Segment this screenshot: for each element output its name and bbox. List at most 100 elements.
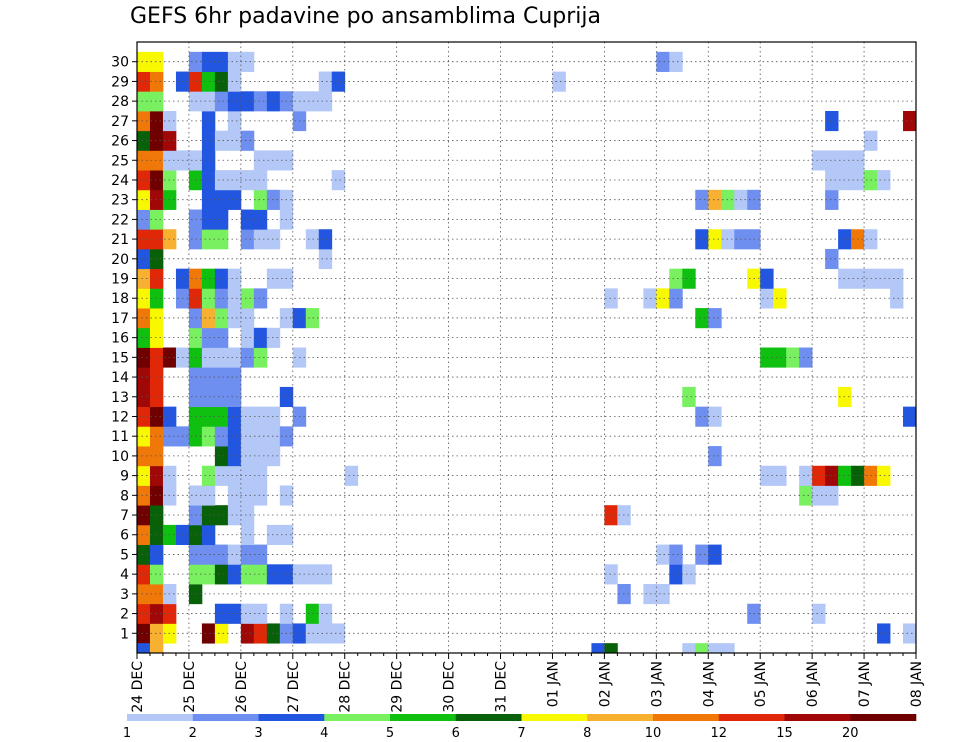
heatmap-cell [201, 524, 216, 545]
x-tick-label: 07 JAN [857, 661, 873, 707]
heatmap-cell [240, 327, 255, 348]
heatmap-cell [201, 130, 216, 151]
legend-swatch [455, 714, 522, 721]
heatmap-cell [214, 91, 229, 112]
heatmap-cell [201, 91, 216, 112]
heatmap-cell [201, 189, 216, 210]
heatmap-cell [149, 446, 164, 467]
heatmap-cell [240, 446, 255, 467]
heatmap-cell [137, 367, 151, 388]
heatmap-cell [214, 623, 229, 644]
heatmap-cell [708, 544, 722, 565]
heatmap-cell [305, 564, 320, 585]
heatmap-cell [669, 564, 683, 585]
heatmap-cell [201, 71, 216, 92]
heatmap-cell [695, 308, 709, 329]
heatmap-cell [682, 268, 696, 289]
heatmap-cell [201, 327, 216, 348]
grid-layer [137, 42, 916, 653]
heatmap-cell [331, 623, 346, 644]
heatmap-cell [214, 209, 229, 230]
heatmap-cell [137, 51, 151, 72]
y-tick-label: 24 [111, 173, 129, 189]
y-tick-label: 4 [120, 567, 129, 583]
y-tick-label: 30 [111, 55, 129, 71]
heatmap-cell [137, 564, 151, 585]
heatmap-cell [266, 189, 281, 210]
heatmap-cell [214, 189, 229, 210]
y-tick-label: 16 [111, 331, 129, 347]
legend-label: 20 [842, 726, 859, 741]
heatmap-cell [656, 51, 670, 72]
heatmap-cell [240, 524, 255, 545]
heatmap-cell [253, 189, 268, 210]
legend-label: 15 [776, 726, 793, 741]
heatmap-cell [825, 150, 839, 171]
heatmap-cell [877, 465, 891, 486]
heatmap-cell [318, 229, 333, 250]
x-tick-label: 29 DEC [390, 661, 406, 713]
heatmap-cell [137, 189, 151, 210]
heatmap-cell [214, 505, 229, 526]
heatmap-cell [240, 308, 255, 329]
heatmap-cell [656, 544, 670, 565]
y-tick-label: 17 [111, 311, 129, 327]
heatmap-cell [227, 564, 242, 585]
heatmap-cell [149, 406, 164, 427]
x-tick-label: 05 JAN [753, 661, 769, 707]
heatmap-cell [760, 347, 774, 368]
heatmap-cell [825, 110, 839, 132]
heatmap-cell [137, 426, 151, 447]
heatmap-cell [201, 51, 216, 72]
y-tick-label: 2 [120, 607, 129, 623]
heatmap-cell [695, 406, 709, 427]
heatmap-cell [137, 524, 151, 545]
chart-title: GEFS 6hr padavine po ansamblima Cuprija [130, 4, 601, 29]
heatmap-cell [240, 170, 255, 191]
heatmap-cell [201, 564, 216, 585]
heatmap-cell [201, 150, 216, 171]
heatmap-cell [708, 229, 722, 250]
heatmap-cell [214, 327, 229, 348]
heatmap-cell [227, 446, 242, 467]
heatmap-cell [253, 327, 268, 348]
heatmap-cell [240, 130, 255, 151]
heatmap-cell [137, 229, 151, 250]
heatmap-cell [318, 623, 333, 644]
heatmap-cell [812, 465, 826, 486]
x-tick-label: 31 DEC [494, 661, 510, 713]
heatmap-cell [201, 170, 216, 191]
heatmap-cell [137, 130, 151, 151]
y-tick-label: 8 [120, 488, 129, 504]
legend-swatch [850, 714, 917, 721]
heatmap-cell [253, 603, 268, 624]
heatmap-cell [137, 643, 151, 654]
heatmap-cell [305, 623, 320, 644]
heatmap-cell [137, 71, 151, 92]
heatmap-cell [201, 308, 216, 329]
x-tick-label: 24 DEC [130, 661, 146, 713]
y-tick-label: 28 [111, 94, 129, 110]
heatmap-cell [201, 367, 216, 388]
heatmap-cell [201, 268, 216, 289]
axis-layer: 1234567891011121314151617181920212223242… [111, 55, 925, 713]
y-tick-label: 10 [111, 449, 129, 465]
heatmap-cell [214, 603, 229, 624]
legend-label: 1 [123, 726, 131, 741]
legend-label: 2 [189, 726, 197, 741]
x-tick-label: 27 DEC [286, 661, 302, 713]
heatmap-cell [253, 91, 268, 112]
heatmap-cell [201, 229, 216, 250]
heatmap-cell [552, 71, 566, 92]
legend-layer: 1 2 3 4 5 6 7 8 10 12 15 20 [123, 714, 917, 741]
heatmap-cell [760, 288, 774, 309]
y-tick-label: 25 [111, 153, 129, 169]
heatmap-cell [695, 229, 709, 250]
heatmap-cell [201, 485, 216, 506]
heatmap-cell [253, 209, 268, 230]
y-tick-label: 23 [111, 193, 129, 209]
heatmap-cell [149, 564, 164, 585]
heatmap-cell [227, 426, 242, 447]
heatmap-cell [604, 643, 618, 654]
